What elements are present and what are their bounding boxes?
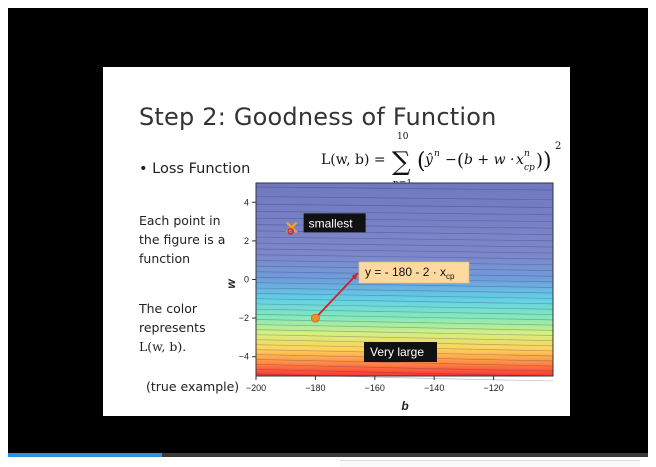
contour-line	[255, 313, 554, 321]
point-explanation: Each point in the figure is a function	[139, 211, 225, 268]
contour-line	[255, 303, 554, 310]
formula-paren-close: )	[543, 149, 552, 174]
formula-yhat-sup: n	[434, 149, 440, 159]
x-tick-label: −140	[424, 383, 444, 393]
contour-line	[255, 287, 554, 294]
contour-line	[255, 236, 554, 242]
contour-lines	[255, 186, 554, 382]
color-explanation: The color represents L(w, b).	[139, 299, 206, 356]
true-example-label: (true example)	[146, 379, 240, 394]
svg-text:y = - 180 - 2 · xcp: y = - 180 - 2 · xcp	[365, 265, 455, 281]
function-arrow-head	[351, 273, 358, 280]
contour-line	[255, 203, 554, 208]
smallest-label: smallest	[309, 216, 354, 230]
smallest-callout: smallest	[303, 213, 366, 233]
function-label: y = - 180 - 2 · x	[365, 265, 446, 279]
contour-line	[255, 248, 554, 254]
formula-yhat: ŷ	[424, 151, 434, 168]
contour-line	[255, 186, 554, 191]
contour-line	[255, 242, 554, 248]
very-large-callout: Very large	[364, 342, 437, 362]
bullet-text: Loss Function	[152, 161, 251, 177]
contour-line	[255, 298, 554, 305]
formula-inner-paren-open: (	[457, 150, 464, 171]
video-progress-fill	[8, 453, 162, 457]
point-line-2: the figure is a	[139, 232, 226, 247]
lecture-slide: Step 2: Goodness of Function • Loss Func…	[103, 67, 570, 416]
x-tick-label: −180	[305, 383, 325, 393]
bullet-dot: •	[139, 161, 153, 177]
contour-line	[255, 324, 554, 331]
very-large-label: Very large	[370, 345, 424, 359]
y-tick-label: −2	[239, 313, 249, 323]
formula-sigma: ∑	[392, 147, 411, 177]
contour-line	[255, 373, 554, 382]
function-arrow	[314, 272, 359, 319]
color-line-2: represents	[139, 320, 206, 335]
formula-x-sub: cp	[524, 163, 535, 173]
slide-title: Step 2: Goodness of Function	[139, 103, 497, 131]
bullet-loss-function: • Loss Function	[139, 161, 250, 177]
contour-line	[255, 211, 554, 216]
point-line-3: function	[139, 251, 191, 266]
contour-line	[255, 254, 554, 260]
function-label-sub: cp	[446, 272, 455, 281]
video-player[interactable]: Step 2: Goodness of Function • Loss Func…	[8, 8, 648, 454]
contour-line	[255, 196, 554, 201]
minimum-marker	[285, 221, 298, 235]
loss-contour-chart: −200 −180 −160 −140 −120 4 2 0 −2 −4 b w smalles…	[224, 182, 554, 413]
formula-minus: −	[445, 152, 457, 168]
y-axis-label: w	[224, 279, 238, 289]
x-tick-label: −200	[246, 383, 266, 393]
y-tick-label: 2	[244, 236, 249, 246]
contour-line	[255, 217, 554, 222]
x-axis-label: b	[401, 399, 408, 413]
formula-inner-paren-close: )	[536, 150, 543, 171]
contour-line	[255, 329, 554, 336]
contour-line	[255, 363, 554, 372]
contour-line	[255, 368, 554, 377]
video-progress-bar[interactable]	[8, 453, 648, 457]
formula-lhs: L(w, b) =	[321, 152, 386, 168]
contour-line	[255, 308, 554, 315]
color-line-1: The color	[139, 301, 198, 316]
y-tick-label: −4	[239, 352, 249, 362]
contour-line	[255, 319, 554, 326]
start-point-marker	[311, 313, 320, 323]
formula-x: x	[516, 152, 524, 168]
loss-formula: L(w, b) = 10 ∑ n=1 ( ŷ n − ( b + w · x n…	[321, 132, 561, 189]
formula-x-sup: n	[524, 149, 530, 159]
formula-b-plus-w: b + w ·	[464, 152, 514, 168]
color-line-3: L(w, b).	[139, 339, 187, 354]
contour-line	[255, 359, 554, 367]
y-tick-label: 4	[244, 197, 249, 207]
contour-line	[255, 293, 554, 299]
formula-paren-open: (	[417, 149, 426, 174]
formula-sum-upper: 10	[397, 132, 409, 142]
x-tick-label: −160	[365, 383, 385, 393]
contour-line	[255, 334, 554, 342]
formula-square: 2	[555, 141, 561, 152]
y-tick-label: 0	[244, 275, 249, 285]
function-callout: y = - 180 - 2 · xcp	[358, 261, 470, 284]
below-player-strip	[340, 460, 640, 467]
contour-line	[255, 282, 554, 288]
point-line-1: Each point in	[139, 213, 221, 228]
minimum-circle	[287, 228, 294, 235]
x-tick-label: −120	[483, 383, 503, 393]
